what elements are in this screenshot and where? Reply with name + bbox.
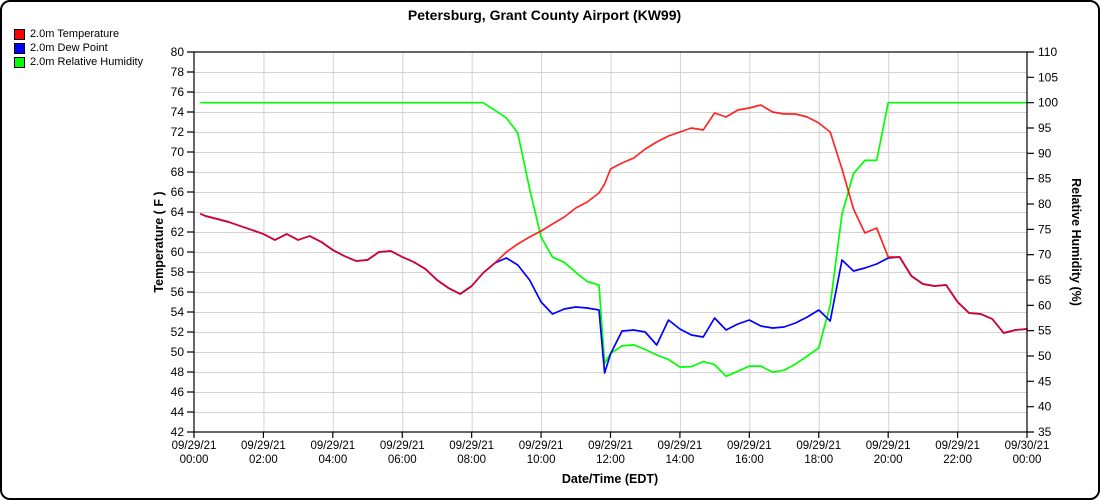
dew-point-swatch-icon xyxy=(14,42,25,54)
svg-text:52: 52 xyxy=(171,325,185,339)
svg-text:62: 62 xyxy=(171,225,185,239)
svg-text:06:00: 06:00 xyxy=(388,454,417,466)
svg-text:80: 80 xyxy=(171,45,185,59)
svg-text:09/29/21: 09/29/21 xyxy=(380,440,425,452)
legend-label: 2.0m Temperature xyxy=(30,28,120,40)
svg-text:09/29/21: 09/29/21 xyxy=(241,440,286,452)
legend-item-relative-humidity: 2.0m Relative Humidity xyxy=(14,55,143,69)
svg-text:08:00: 08:00 xyxy=(457,454,486,466)
svg-text:70: 70 xyxy=(1038,248,1052,262)
svg-text:09/30/21: 09/30/21 xyxy=(1005,440,1050,452)
relative-humidity-swatch-icon xyxy=(14,56,25,68)
svg-text:78: 78 xyxy=(171,65,185,79)
x-axis-title: Date/Time (EDT) xyxy=(561,472,659,486)
svg-text:04:00: 04:00 xyxy=(318,454,347,466)
svg-text:12:00: 12:00 xyxy=(596,454,625,466)
svg-text:54: 54 xyxy=(171,305,185,319)
svg-text:65: 65 xyxy=(1038,273,1052,287)
svg-text:20:00: 20:00 xyxy=(874,454,903,466)
svg-text:40: 40 xyxy=(1038,400,1052,414)
x-tick-labels: 09/29/21 00:00 09/29/21 02:00 09/29/21 04:00 0… xyxy=(172,440,1050,466)
chart-title: Petersburg, Grant County Airport (KW99) xyxy=(407,7,682,23)
humidity-line xyxy=(200,101,1028,378)
legend: 2.0m Temperature 2.0m Dew Point 2.0m Rel… xyxy=(14,27,143,69)
svg-text:09/29/21: 09/29/21 xyxy=(796,440,841,452)
legend-label: 2.0m Dew Point xyxy=(30,42,108,54)
svg-text:10:00: 10:00 xyxy=(527,454,556,466)
svg-text:58: 58 xyxy=(171,265,185,279)
svg-text:45: 45 xyxy=(1038,374,1052,388)
temperature-swatch-icon xyxy=(14,28,25,40)
svg-text:09/29/21: 09/29/21 xyxy=(658,440,703,452)
svg-text:60: 60 xyxy=(171,245,185,259)
svg-text:72: 72 xyxy=(171,125,185,139)
svg-text:110: 110 xyxy=(1038,45,1057,59)
svg-text:70: 70 xyxy=(171,145,185,159)
svg-text:60: 60 xyxy=(1038,298,1052,312)
svg-text:02:00: 02:00 xyxy=(249,454,278,466)
y-tick-labels-right: 35 40 45 50 55 60 65 70 75 80 85 90 95 100 105 110 xyxy=(1038,45,1058,439)
svg-text:35: 35 xyxy=(1038,425,1052,439)
temperature-line xyxy=(200,104,1028,334)
svg-text:85: 85 xyxy=(1038,172,1052,186)
svg-text:64: 64 xyxy=(171,205,185,219)
svg-text:00:00: 00:00 xyxy=(1013,454,1042,466)
y-axis-title-left: Temperature ( F ) xyxy=(152,191,166,293)
svg-text:09/29/21: 09/29/21 xyxy=(519,440,564,452)
y-axis-title-right: Relative Humidity (%) xyxy=(1069,178,1083,306)
svg-text:16:00: 16:00 xyxy=(735,454,764,466)
svg-text:50: 50 xyxy=(1038,349,1052,363)
svg-text:44: 44 xyxy=(171,405,185,419)
svg-text:55: 55 xyxy=(1038,324,1052,338)
svg-text:09/29/21: 09/29/21 xyxy=(727,440,772,452)
svg-text:14:00: 14:00 xyxy=(666,454,695,466)
svg-text:50: 50 xyxy=(171,345,185,359)
svg-text:90: 90 xyxy=(1038,146,1052,160)
svg-text:09/29/21: 09/29/21 xyxy=(310,440,355,452)
svg-text:56: 56 xyxy=(171,285,185,299)
svg-text:09/29/21: 09/29/21 xyxy=(588,440,633,452)
svg-text:18:00: 18:00 xyxy=(804,454,833,466)
svg-text:100: 100 xyxy=(1038,96,1058,110)
legend-item-temperature: 2.0m Temperature xyxy=(14,27,143,41)
legend-item-dew-point: 2.0m Dew Point xyxy=(14,41,143,55)
axes xyxy=(187,51,1034,438)
svg-text:46: 46 xyxy=(171,385,185,399)
svg-text:105: 105 xyxy=(1038,70,1058,84)
svg-text:75: 75 xyxy=(1038,222,1052,236)
svg-text:48: 48 xyxy=(171,365,185,379)
svg-text:74: 74 xyxy=(171,105,185,119)
svg-text:76: 76 xyxy=(171,85,185,99)
svg-text:00:00: 00:00 xyxy=(180,454,209,466)
svg-text:66: 66 xyxy=(171,185,185,199)
svg-text:22:00: 22:00 xyxy=(943,454,972,466)
svg-text:95: 95 xyxy=(1038,121,1052,135)
svg-text:09/29/21: 09/29/21 xyxy=(172,440,217,452)
svg-text:68: 68 xyxy=(171,165,185,179)
svg-text:09/29/21: 09/29/21 xyxy=(449,440,494,452)
svg-text:09/29/21: 09/29/21 xyxy=(935,440,980,452)
legend-label: 2.0m Relative Humidity xyxy=(30,56,144,68)
svg-text:09/29/21: 09/29/21 xyxy=(866,440,911,452)
svg-text:80: 80 xyxy=(1038,197,1052,211)
gridlines xyxy=(194,52,1027,432)
y-tick-labels-left: 42 44 46 48 50 52 54 56 58 60 62 64 66 68 70 72 74 76 78 80 xyxy=(171,45,185,439)
dew-point-line xyxy=(200,213,1028,374)
svg-text:42: 42 xyxy=(171,425,185,439)
